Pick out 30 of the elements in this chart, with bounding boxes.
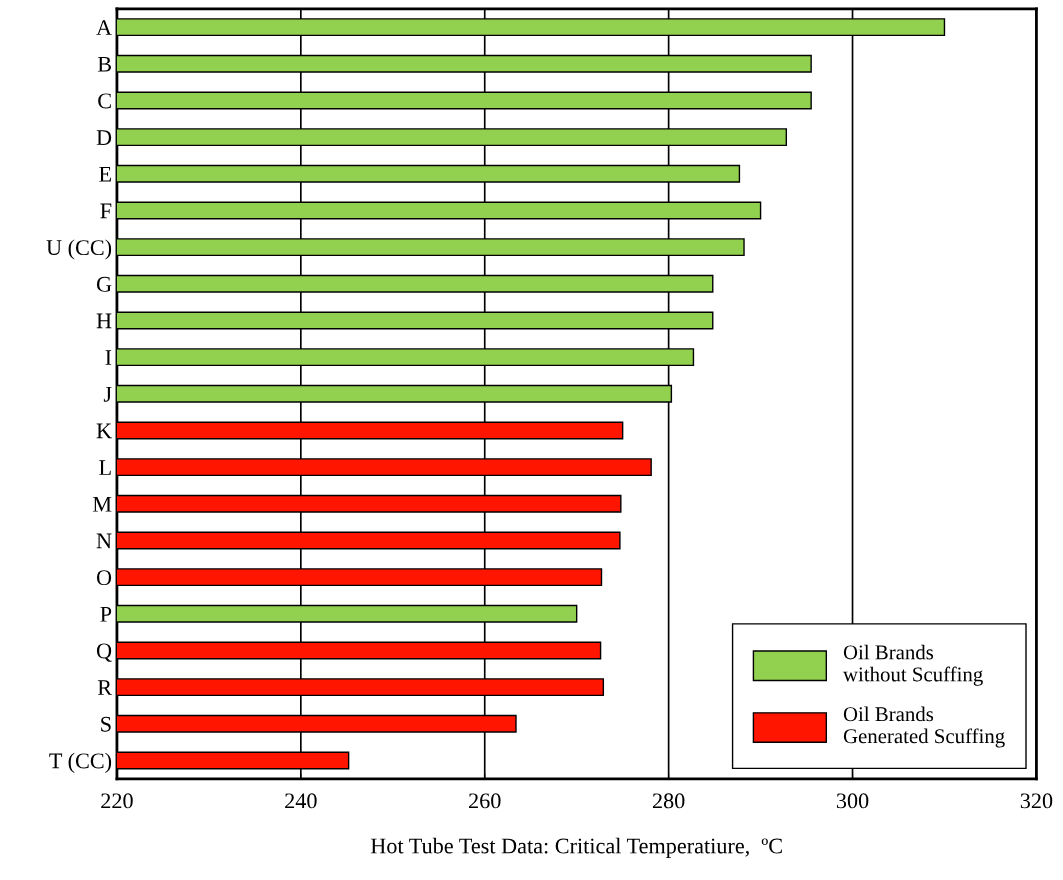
y-tick-label: C bbox=[98, 93, 111, 109]
y-tick-label: G bbox=[96, 276, 112, 292]
y-tick-label: E bbox=[99, 166, 111, 182]
y-tick-label: O bbox=[96, 570, 112, 586]
y-tick-label: P bbox=[100, 606, 112, 622]
y-tick-label: Q bbox=[96, 643, 112, 662]
x-tick-label: 260 bbox=[469, 793, 501, 809]
y-tick-label: A bbox=[96, 20, 112, 35]
legend-label: Oil Brands Generated Scuffing bbox=[843, 706, 1005, 748]
y-tick-label: L bbox=[99, 460, 111, 475]
y-tick-label: R bbox=[97, 680, 113, 695]
y-tick-label: S bbox=[101, 716, 111, 732]
y-tick-label: I bbox=[105, 350, 112, 365]
y-tick-label: T (CC) bbox=[49, 752, 112, 773]
legend-label: Oil Brands without Scuffing bbox=[843, 644, 983, 686]
y-tick-label: U (CC) bbox=[46, 239, 112, 260]
y-tick-label: M bbox=[92, 496, 112, 512]
y-tick-label: F bbox=[100, 203, 112, 219]
x-tick-label: 220 bbox=[101, 793, 133, 809]
y-tick-label: H bbox=[96, 313, 112, 329]
y-tick-label: N bbox=[96, 533, 112, 549]
y-tick-label: B bbox=[97, 56, 111, 72]
y-tick-label: K bbox=[96, 423, 112, 439]
x-tick-label: 240 bbox=[285, 793, 317, 809]
x-axis-title: Hot Tube Test Data: Critical Temperatiure, ºC bbox=[370, 837, 782, 858]
x-tick-label: 320 bbox=[1020, 793, 1053, 809]
y-tick-label: D bbox=[96, 130, 112, 145]
y-tick-label: J bbox=[103, 386, 112, 402]
x-tick-label: 280 bbox=[652, 793, 685, 809]
x-tick-label: 300 bbox=[836, 793, 869, 809]
